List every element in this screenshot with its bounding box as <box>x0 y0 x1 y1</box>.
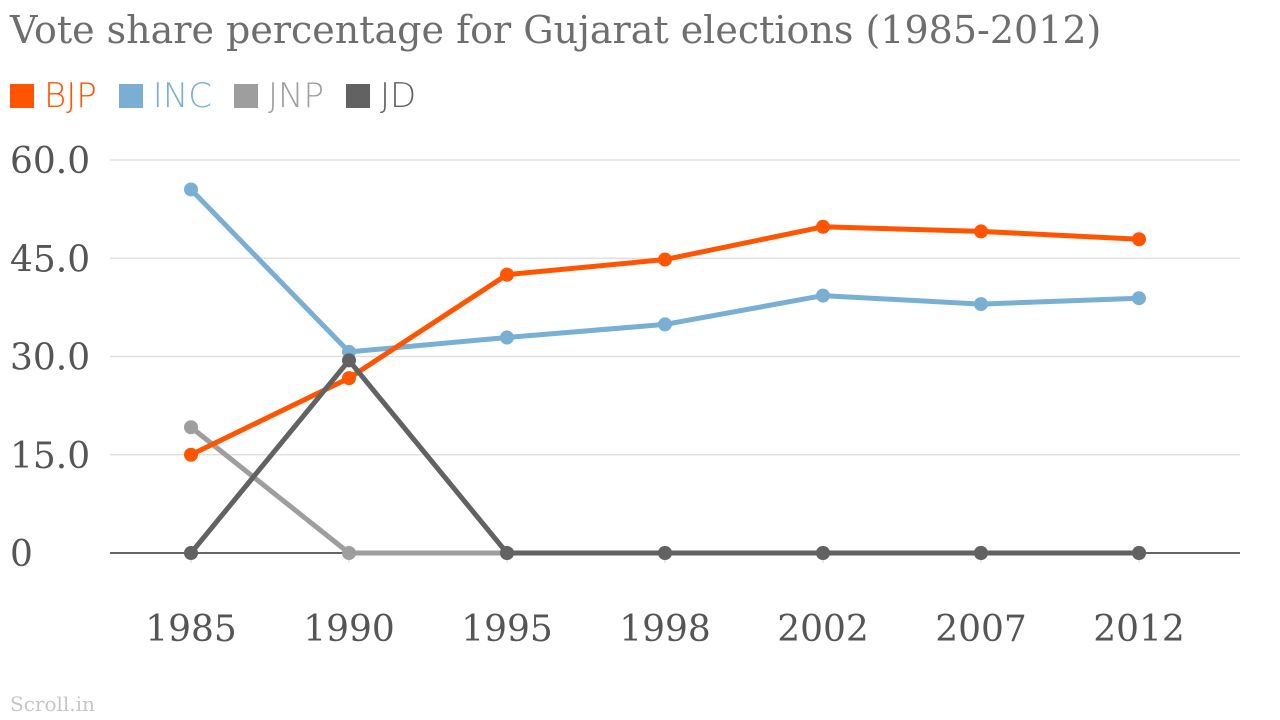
data-point-inc <box>184 182 198 197</box>
data-point-jd <box>658 546 672 560</box>
data-point-bjp <box>184 447 198 462</box>
legend-swatch-inc <box>118 84 143 108</box>
data-point-jd <box>974 546 988 560</box>
data-point-jd <box>500 546 514 560</box>
data-point-inc <box>974 297 988 312</box>
data-point-bjp <box>500 267 514 282</box>
data-point-jnp <box>184 420 198 435</box>
x-tick-label: 1985 <box>145 609 237 650</box>
y-tick-label: 60.0 <box>10 141 90 182</box>
x-tick-label: 2012 <box>1093 609 1185 650</box>
series-line-jd <box>188 357 1142 556</box>
series-line-jnp <box>188 424 1142 556</box>
x-tick-label: 2007 <box>935 609 1027 650</box>
legend-swatch-jnp <box>234 84 258 108</box>
legend-label-bjp: BJP <box>44 76 97 116</box>
y-tick-label: 15.0 <box>10 436 90 477</box>
data-point-jd <box>1132 546 1146 560</box>
chart-legend: BJP INC JNP JD <box>10 76 438 116</box>
legend-item-jnp: JNP <box>234 76 324 116</box>
data-point-bjp <box>816 219 830 234</box>
legend-label-inc: INC <box>152 76 212 116</box>
source-credit: Scroll.in <box>10 692 95 716</box>
x-tick-label: 1998 <box>619 609 711 650</box>
legend-label-jnp: JNP <box>268 76 324 116</box>
legend-swatch-jd <box>345 84 370 108</box>
y-tick-label: 0 <box>10 534 33 575</box>
y-tick-label: 30.0 <box>10 338 90 379</box>
data-point-inc <box>816 288 830 303</box>
x-tick-label: 1995 <box>461 609 553 650</box>
x-tick-label: 1990 <box>303 609 395 650</box>
data-point-bjp <box>658 252 672 267</box>
data-point-jd <box>184 546 198 560</box>
y-tick-label: 45.0 <box>10 239 90 280</box>
legend-label-jd: JD <box>379 76 417 116</box>
data-point-jd <box>342 353 356 368</box>
data-point-inc <box>500 330 514 345</box>
chart-title: Vote share percentage for Gujarat electi… <box>10 8 1102 52</box>
data-point-bjp <box>1132 232 1146 247</box>
legend-item-jd: JD <box>345 76 417 116</box>
x-tick-label: 2002 <box>777 609 869 650</box>
data-point-jd <box>816 546 830 560</box>
legend-item-inc: INC <box>118 76 212 116</box>
legend-swatch-bjp <box>10 84 34 108</box>
data-point-jnp <box>342 546 356 560</box>
data-point-inc <box>1132 291 1146 306</box>
data-point-bjp <box>342 371 356 386</box>
data-point-bjp <box>974 224 988 239</box>
legend-item-bjp: BJP <box>10 76 97 116</box>
data-point-inc <box>658 317 672 332</box>
